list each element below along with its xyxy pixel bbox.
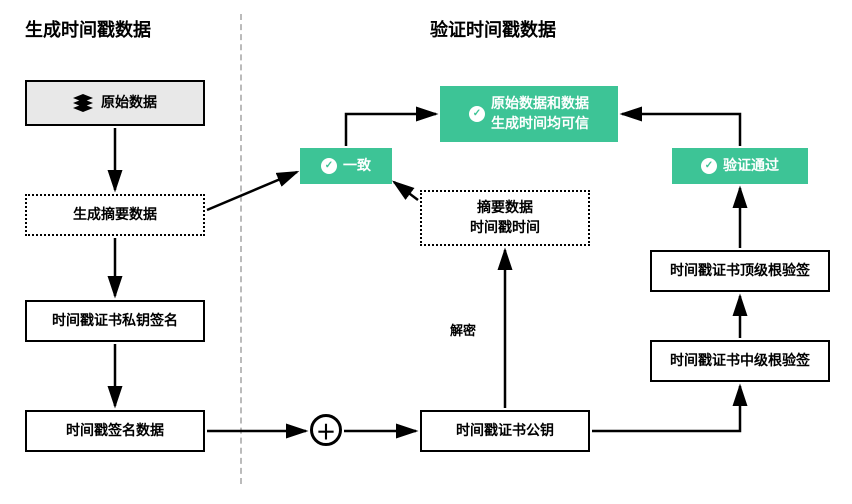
node-trusted: ✓ 原始数据和数据 生成时间均可信 bbox=[440, 86, 618, 142]
node-digest-left: 生成摘要数据 bbox=[25, 194, 205, 236]
node-sign-data: 时间戳签名数据 bbox=[25, 410, 205, 452]
node-verify-pass: ✓ 验证通过 bbox=[672, 148, 808, 184]
trusted-label: 原始数据和数据 生成时间均可信 bbox=[491, 94, 589, 133]
plus-operator: ＋ bbox=[310, 414, 342, 446]
raw-data-label: 原始数据 bbox=[101, 93, 157, 113]
node-sign-priv: 时间戳证书私钥签名 bbox=[25, 300, 205, 342]
pubkey-label: 时间戳证书公钥 bbox=[456, 421, 554, 441]
node-mid-cert: 时间戳证书中级根验签 bbox=[650, 340, 830, 382]
header-right: 验证时间戳数据 bbox=[430, 18, 556, 43]
node-raw-data: 原始数据 bbox=[25, 80, 205, 126]
check-icon: ✓ bbox=[469, 106, 485, 122]
digest-left-label: 生成摘要数据 bbox=[73, 205, 157, 225]
stack-icon bbox=[73, 94, 93, 112]
verify-pass-label: 验证通过 bbox=[723, 156, 779, 176]
label-decrypt: 解密 bbox=[450, 320, 476, 339]
top-cert-label: 时间戳证书顶级根验签 bbox=[670, 261, 810, 281]
consistent-label: 一致 bbox=[343, 156, 371, 176]
header-left: 生成时间戳数据 bbox=[25, 18, 151, 43]
digest-right-label: 摘要数据 时间戳时间 bbox=[470, 198, 540, 237]
column-divider bbox=[240, 14, 242, 484]
node-top-cert: 时间戳证书顶级根验签 bbox=[650, 250, 830, 292]
check-icon: ✓ bbox=[321, 158, 337, 174]
node-digest-right: 摘要数据 时间戳时间 bbox=[420, 190, 590, 246]
mid-cert-label: 时间戳证书中级根验签 bbox=[670, 351, 810, 371]
sign-priv-label: 时间戳证书私钥签名 bbox=[52, 311, 178, 331]
sign-data-label: 时间戳签名数据 bbox=[66, 421, 164, 441]
node-pubkey: 时间戳证书公钥 bbox=[420, 410, 590, 452]
node-consistent: ✓ 一致 bbox=[300, 148, 392, 184]
check-icon: ✓ bbox=[701, 158, 717, 174]
